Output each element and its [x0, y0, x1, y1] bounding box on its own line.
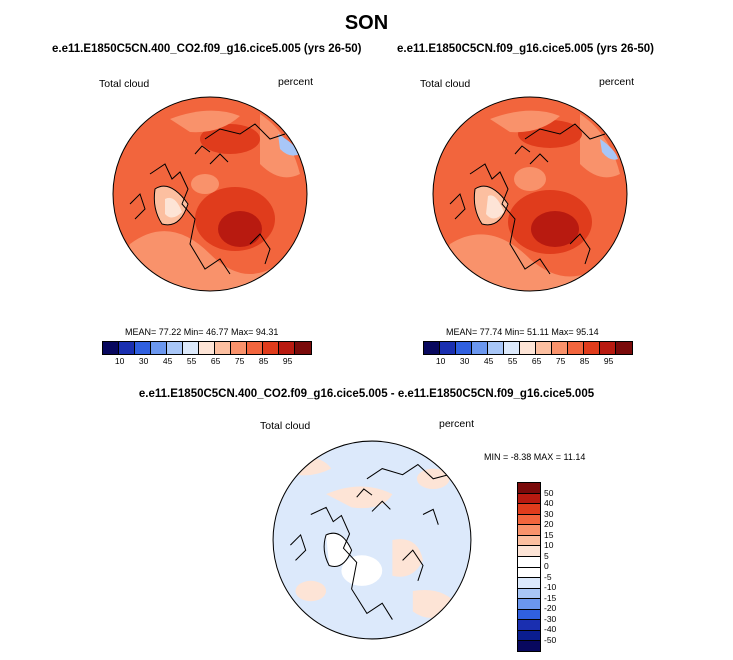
- colorbar-right: [423, 341, 633, 355]
- colorbar-tick-label: 30: [138, 356, 149, 366]
- colorbar-tick-label: 15: [544, 529, 554, 540]
- colorbar-tick-label: 85: [579, 356, 590, 366]
- colorbar-tick-label: 55: [507, 356, 518, 366]
- colorbar-box: [199, 342, 215, 354]
- stats-right: MEAN= 77.74 Min= 51.11 Max= 95.14: [446, 327, 599, 337]
- colorbar-tick-label: -30: [544, 613, 557, 624]
- colorbar-box: [518, 556, 540, 568]
- colorbar-box: [518, 588, 540, 600]
- colorbar-box: [183, 342, 199, 354]
- panel-title-left: e.e11.E1850C5CN.400_CO2.f09_g16.cice5.00…: [52, 43, 362, 55]
- colorbar-box: [440, 342, 456, 354]
- stats-diff: MIN = -8.38 MAX = 11.14: [484, 452, 586, 462]
- panel-title-diff: e.e11.E1850C5CN.400_CO2.f09_g16.cice5.00…: [138, 388, 595, 400]
- colorbar-tick-label: 65: [531, 356, 542, 366]
- colorbar-box: [231, 342, 247, 354]
- colorbar-tick-label: -15: [544, 592, 557, 603]
- units-label-right: percent: [599, 76, 635, 88]
- colorbar-box: [518, 504, 540, 515]
- colorbar-tick-label: 5: [544, 550, 549, 561]
- colorbar-box: [424, 342, 440, 354]
- variable-label-diff: Total cloud: [260, 420, 311, 432]
- colorbar-box: [552, 342, 568, 354]
- colorbar-tick-label: 10: [435, 356, 446, 366]
- colorbar-box: [119, 342, 135, 354]
- colorbar-tick-label: 10: [114, 356, 125, 366]
- colorbar-box: [616, 342, 632, 354]
- polar-map-left: [112, 96, 308, 292]
- colorbar-box: [518, 641, 540, 651]
- panel-title-right: e.e11.E1850C5CN.f09_g16.cice5.005 (yrs 2…: [397, 43, 655, 55]
- colorbar-box: [151, 342, 167, 354]
- colorbar-box: [263, 342, 279, 354]
- colorbar-box: [472, 342, 488, 354]
- colorbar-box: [518, 514, 540, 526]
- variable-label-right: Total cloud: [420, 78, 471, 90]
- colorbar-tick-label: 95: [282, 356, 293, 366]
- colorbar-box: [295, 342, 311, 354]
- colorbar-box: [135, 342, 151, 354]
- colorbar-box: [518, 493, 540, 505]
- colorbar-box: [518, 609, 540, 621]
- colorbar-box: [215, 342, 231, 354]
- polar-map-diff: [272, 440, 472, 640]
- colorbar-box: [167, 342, 183, 354]
- colorbar-box: [518, 567, 540, 579]
- colorbar-box: [518, 483, 540, 494]
- colorbar-box: [568, 342, 584, 354]
- colorbar-box: [488, 342, 504, 354]
- colorbar-box: [504, 342, 520, 354]
- colorbar-tick-label: 65: [210, 356, 221, 366]
- colorbar-tick-label: -50: [544, 634, 557, 645]
- colorbar-tick-label: -20: [544, 603, 557, 613]
- colorbar-tick-label: 20: [544, 519, 554, 529]
- colorbar-tick-label: 30: [459, 356, 470, 366]
- colorbar-tick-label: 85: [258, 356, 269, 366]
- colorbar-tick-label: 95: [603, 356, 614, 366]
- colorbar-tick-label: -10: [544, 582, 557, 592]
- colorbar-box: [518, 525, 540, 536]
- colorbar-box: [518, 578, 540, 589]
- colorbar-box: [518, 620, 540, 631]
- colorbar-box: [584, 342, 600, 354]
- units-label-diff: percent: [439, 418, 475, 430]
- colorbar-tick-label: 55: [186, 356, 197, 366]
- colorbar-tick-label: 45: [162, 356, 173, 366]
- colorbar-tick-label: 75: [555, 356, 566, 366]
- colorbar-tick-label: 10: [544, 540, 554, 550]
- colorbar-diff: [517, 482, 541, 652]
- colorbar-box: [103, 342, 119, 354]
- colorbar-box: [520, 342, 536, 354]
- colorbar-box: [456, 342, 472, 354]
- polar-map-right: [432, 96, 628, 292]
- colorbar-box: [518, 630, 540, 642]
- colorbar-tick-label: 75: [234, 356, 245, 366]
- colorbar-tick-label: 40: [544, 498, 554, 508]
- colorbar-tick-label: 50: [544, 487, 554, 498]
- colorbar-box: [247, 342, 263, 354]
- units-label-left: percent: [278, 76, 314, 88]
- colorbar-tick-label: 45: [483, 356, 494, 366]
- colorbar-box: [518, 546, 540, 557]
- colorbar-box: [279, 342, 295, 354]
- colorbar-box: [536, 342, 552, 354]
- colorbar-box: [600, 342, 616, 354]
- colorbar-tick-label: 30: [544, 508, 554, 519]
- colorbar-tick-label: -5: [544, 571, 552, 582]
- colorbar-tick-label: -40: [544, 624, 557, 634]
- figure-title: SON: [344, 12, 389, 34]
- stats-left: MEAN= 77.22 Min= 46.77 Max= 94.31: [125, 327, 279, 337]
- variable-label-left: Total cloud: [99, 78, 150, 90]
- colorbar-tick-label: 0: [544, 561, 549, 571]
- colorbar-left: [102, 341, 312, 355]
- colorbar-box: [518, 599, 540, 610]
- colorbar-box: [518, 535, 540, 547]
